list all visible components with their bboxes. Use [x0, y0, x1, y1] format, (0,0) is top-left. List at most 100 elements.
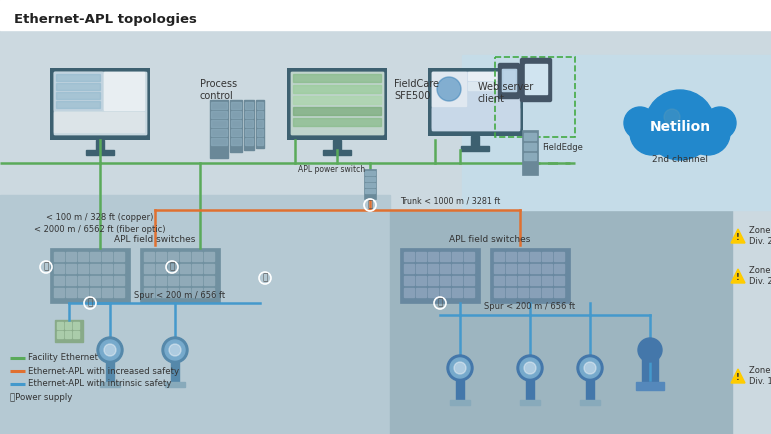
Bar: [156, 252, 166, 261]
Bar: [0, 0, 771, 30]
Bar: [506, 276, 516, 285]
Bar: [257, 120, 263, 127]
Bar: [180, 276, 190, 285]
Bar: [78, 276, 88, 285]
Bar: [432, 72, 466, 106]
Bar: [495, 57, 575, 137]
Bar: [66, 252, 76, 261]
Bar: [333, 140, 341, 150]
Bar: [291, 72, 383, 134]
Bar: [231, 102, 241, 109]
Bar: [257, 129, 263, 136]
Bar: [502, 69, 516, 91]
Bar: [102, 276, 112, 285]
Bar: [56, 74, 100, 81]
Bar: [156, 264, 166, 273]
Bar: [156, 276, 166, 285]
Polygon shape: [731, 369, 745, 383]
Bar: [73, 322, 79, 329]
Polygon shape: [731, 229, 745, 243]
Bar: [171, 362, 179, 384]
Text: Zone 2
Div. 2: Zone 2 Div. 2: [749, 226, 771, 247]
Bar: [90, 276, 100, 285]
Text: Ethernet-APL with intrinsic safety: Ethernet-APL with intrinsic safety: [28, 379, 171, 388]
Bar: [244, 100, 254, 150]
Text: Zone 1
Div. 2: Zone 1 Div. 2: [749, 266, 771, 286]
Bar: [78, 264, 88, 273]
Bar: [114, 264, 124, 273]
Bar: [464, 252, 474, 261]
Bar: [524, 133, 536, 140]
Text: Process
control: Process control: [200, 79, 237, 101]
Bar: [526, 380, 534, 402]
Text: Web server
client: Web server client: [478, 82, 534, 104]
Bar: [554, 288, 564, 297]
Bar: [192, 252, 202, 261]
Bar: [257, 138, 263, 145]
Bar: [450, 400, 470, 405]
Bar: [78, 288, 88, 297]
Bar: [365, 183, 375, 187]
Bar: [452, 288, 462, 297]
Text: Facility Ethernet: Facility Ethernet: [28, 354, 98, 362]
Text: ⓘPower supply: ⓘPower supply: [10, 392, 72, 401]
Text: < 100 m / 328 ft (copper)
< 2000 m / 6562 ft (fiber optic): < 100 m / 328 ft (copper) < 2000 m / 656…: [34, 213, 166, 234]
Bar: [56, 101, 100, 108]
Circle shape: [450, 358, 470, 378]
Bar: [293, 107, 381, 115]
Bar: [54, 264, 64, 273]
Bar: [54, 72, 146, 134]
Text: !: !: [736, 233, 740, 241]
Bar: [464, 288, 474, 297]
Bar: [365, 189, 375, 193]
Bar: [506, 264, 516, 273]
Circle shape: [648, 119, 684, 155]
Bar: [471, 136, 479, 146]
Text: ⓘ: ⓘ: [170, 263, 175, 272]
Text: APL field switches: APL field switches: [449, 235, 530, 244]
Bar: [257, 102, 263, 109]
Bar: [55, 320, 83, 342]
Bar: [54, 276, 64, 285]
Bar: [390, 210, 732, 434]
Bar: [57, 322, 63, 329]
Text: Ethernet-APL topologies: Ethernet-APL topologies: [14, 13, 197, 26]
Bar: [104, 72, 144, 110]
Circle shape: [676, 119, 712, 155]
Bar: [257, 111, 263, 118]
Bar: [530, 276, 540, 285]
Circle shape: [524, 362, 536, 374]
Circle shape: [577, 355, 603, 381]
Bar: [245, 138, 253, 145]
Circle shape: [517, 355, 543, 381]
Bar: [518, 264, 528, 273]
Bar: [468, 82, 517, 90]
Bar: [293, 118, 381, 126]
Circle shape: [169, 344, 181, 356]
Bar: [90, 264, 100, 273]
Bar: [211, 120, 227, 127]
Bar: [100, 382, 120, 387]
FancyBboxPatch shape: [520, 59, 551, 102]
Bar: [168, 288, 178, 297]
Bar: [542, 252, 552, 261]
Text: Ethernet-APL with increased safety: Ethernet-APL with increased safety: [28, 366, 179, 375]
Bar: [502, 69, 516, 91]
Bar: [462, 55, 771, 210]
Bar: [522, 130, 538, 175]
Bar: [580, 400, 600, 405]
Bar: [432, 72, 519, 130]
Bar: [54, 72, 146, 134]
Bar: [230, 100, 242, 152]
Bar: [554, 252, 564, 261]
Bar: [144, 264, 154, 273]
Bar: [428, 276, 438, 285]
Circle shape: [520, 358, 540, 378]
Bar: [524, 153, 536, 160]
Bar: [365, 171, 375, 175]
Bar: [542, 264, 552, 273]
Bar: [287, 68, 387, 140]
Circle shape: [645, 90, 715, 160]
Bar: [293, 85, 381, 93]
Bar: [140, 248, 220, 303]
